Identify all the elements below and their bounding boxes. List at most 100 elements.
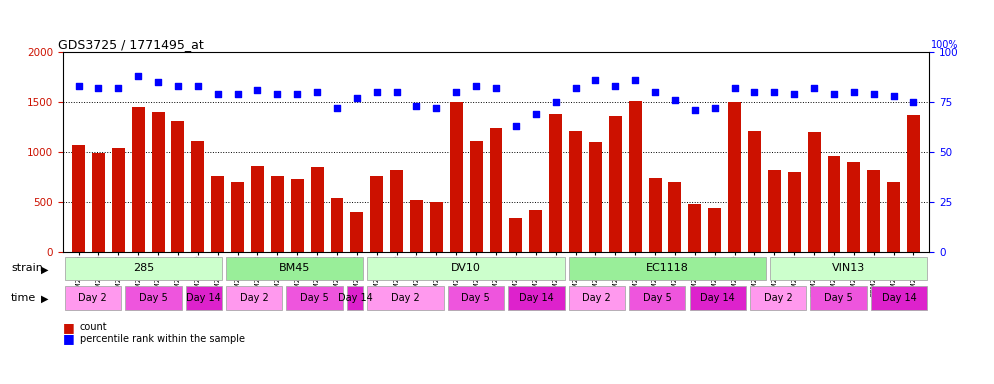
Point: [110, 85, 126, 91]
Point: [806, 85, 822, 91]
Text: Day 14: Day 14: [701, 293, 736, 303]
Bar: [570, 131, 582, 252]
Bar: [411, 200, 423, 252]
Text: Day 14: Day 14: [882, 293, 916, 303]
Bar: [192, 141, 205, 252]
Bar: [132, 107, 145, 252]
FancyBboxPatch shape: [750, 286, 806, 310]
Bar: [788, 172, 801, 252]
Text: Day 2: Day 2: [79, 293, 107, 303]
Point: [647, 89, 663, 95]
FancyBboxPatch shape: [186, 286, 222, 310]
Text: strain: strain: [11, 263, 43, 273]
Point: [428, 105, 444, 111]
Bar: [470, 141, 483, 252]
Point: [329, 105, 345, 111]
Point: [130, 73, 146, 79]
FancyBboxPatch shape: [569, 257, 766, 280]
Bar: [748, 131, 761, 252]
Point: [886, 93, 902, 99]
Point: [190, 83, 206, 89]
Bar: [92, 153, 105, 252]
Point: [468, 83, 484, 89]
Text: ▶: ▶: [41, 265, 49, 275]
Point: [846, 89, 862, 95]
Bar: [212, 175, 225, 252]
Text: Day 5: Day 5: [824, 293, 853, 303]
Point: [349, 95, 365, 101]
Bar: [868, 170, 881, 252]
Point: [627, 77, 643, 83]
Point: [906, 99, 921, 105]
Point: [866, 91, 882, 97]
FancyBboxPatch shape: [65, 286, 121, 310]
FancyBboxPatch shape: [65, 257, 222, 280]
Point: [508, 122, 524, 129]
Text: GDS3725 / 1771495_at: GDS3725 / 1771495_at: [59, 38, 204, 51]
Bar: [609, 116, 622, 252]
FancyBboxPatch shape: [226, 257, 363, 280]
Point: [210, 91, 226, 97]
Text: ■: ■: [63, 332, 75, 345]
Point: [568, 85, 583, 91]
Text: ▶: ▶: [41, 294, 49, 304]
Text: Day 5: Day 5: [461, 293, 490, 303]
Point: [587, 77, 603, 83]
Bar: [172, 121, 185, 252]
Text: ■: ■: [63, 321, 75, 334]
Point: [528, 111, 544, 117]
Point: [707, 105, 723, 111]
Bar: [73, 145, 85, 252]
Bar: [351, 212, 364, 252]
FancyBboxPatch shape: [690, 286, 746, 310]
FancyBboxPatch shape: [629, 286, 686, 310]
Point: [607, 83, 623, 89]
Point: [389, 89, 405, 95]
Point: [786, 91, 802, 97]
Bar: [629, 101, 642, 252]
Point: [746, 89, 762, 95]
Text: EC1118: EC1118: [646, 263, 689, 273]
FancyBboxPatch shape: [508, 286, 565, 310]
FancyBboxPatch shape: [447, 286, 504, 310]
Bar: [311, 167, 324, 252]
Bar: [371, 175, 384, 252]
Point: [90, 85, 106, 91]
Point: [727, 85, 743, 91]
FancyBboxPatch shape: [226, 286, 282, 310]
Text: Day 14: Day 14: [338, 293, 373, 303]
Bar: [848, 162, 861, 252]
Bar: [669, 182, 682, 252]
Bar: [112, 148, 125, 252]
Point: [766, 89, 782, 95]
Text: Day 2: Day 2: [240, 293, 268, 303]
Text: BM45: BM45: [278, 263, 310, 273]
Bar: [291, 179, 304, 252]
FancyBboxPatch shape: [367, 257, 565, 280]
Bar: [271, 175, 284, 252]
FancyBboxPatch shape: [569, 286, 625, 310]
Point: [548, 99, 564, 105]
Bar: [232, 182, 245, 252]
Bar: [888, 182, 901, 252]
Text: Day 2: Day 2: [391, 293, 419, 303]
Point: [289, 91, 305, 97]
Point: [230, 91, 246, 97]
Bar: [510, 218, 523, 252]
Text: Day 5: Day 5: [139, 293, 168, 303]
Bar: [768, 170, 781, 252]
Text: percentile rank within the sample: percentile rank within the sample: [80, 334, 245, 344]
Bar: [450, 102, 463, 252]
Bar: [828, 156, 841, 252]
Point: [269, 91, 285, 97]
Point: [826, 91, 842, 97]
Point: [448, 89, 464, 95]
Text: Day 14: Day 14: [186, 293, 221, 303]
Text: count: count: [80, 322, 107, 332]
Text: DV10: DV10: [451, 263, 481, 273]
Bar: [550, 114, 563, 252]
Bar: [391, 170, 404, 252]
Bar: [430, 202, 443, 252]
Text: Day 2: Day 2: [582, 293, 611, 303]
Point: [667, 97, 683, 103]
